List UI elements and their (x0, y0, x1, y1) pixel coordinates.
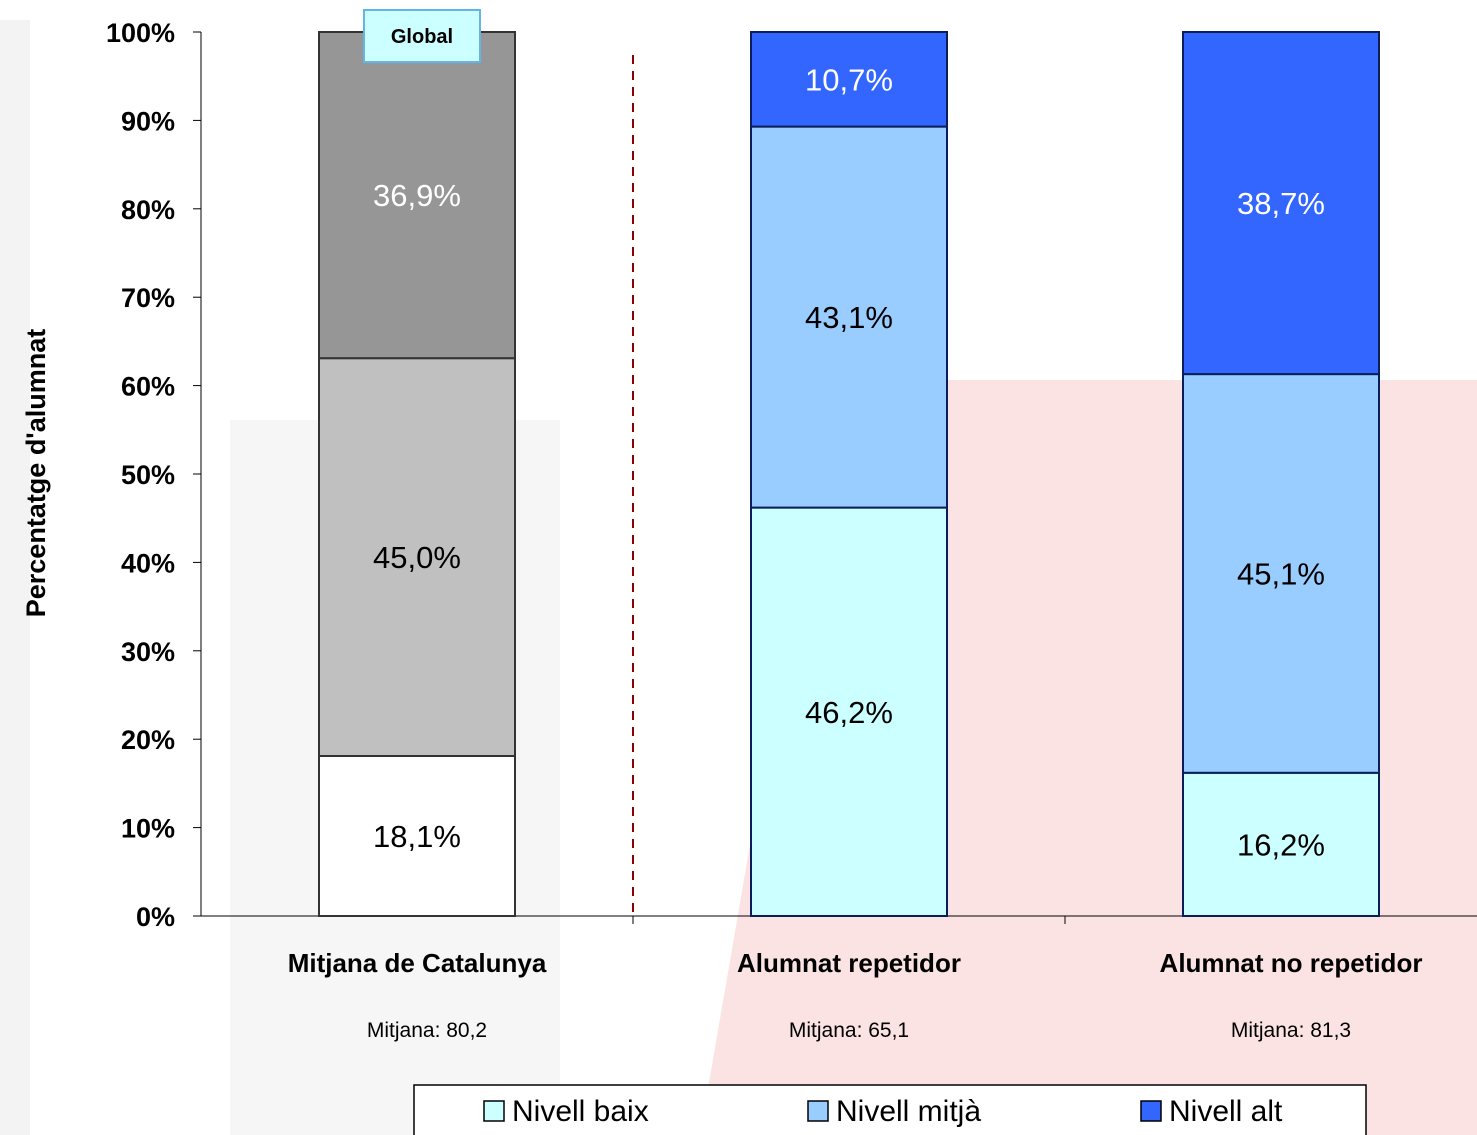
y-tick-label: 80% (121, 195, 175, 225)
y-tick-label: 50% (121, 460, 175, 490)
bar-segment (1182, 31, 1380, 376)
x-category-label: Mitjana de Catalunya (288, 948, 547, 978)
watermark-grey-strip (0, 20, 30, 1135)
bar-segment (750, 506, 948, 917)
data-label: 45,0% (373, 540, 461, 575)
data-label: 43,1% (805, 300, 893, 335)
x-category-label: Alumnat no repetidor (1160, 948, 1423, 978)
x-category-sublabel: Mitjana: 65,1 (789, 1019, 909, 1042)
chart-legend: Nivell baix Nivell mitjà Nivell alt (413, 1084, 1367, 1135)
data-label: 10,7% (805, 62, 893, 97)
legend-swatch (1140, 1100, 1162, 1122)
y-tick-label: 70% (121, 283, 175, 313)
bar-segment (750, 31, 948, 128)
legend-label: Nivell baix (512, 1095, 649, 1128)
bar-segment (318, 754, 516, 917)
chart-bars (318, 31, 1380, 917)
y-tick-label: 30% (121, 637, 175, 667)
data-label: 46,2% (805, 695, 893, 730)
chart-axes: 0% 10% 20% 30% 40% 50% 60% 70% 80% 90% 100% (106, 18, 1477, 932)
legend-swatch (483, 1100, 505, 1122)
bar-segment (1182, 771, 1380, 917)
bar-segment (750, 125, 948, 509)
y-tick-label: 100% (106, 18, 175, 48)
legend-box (413, 1084, 1367, 1135)
x-category-sublabel: Mitjana: 81,3 (1231, 1019, 1351, 1042)
y-tick-label: 10% (121, 814, 175, 844)
y-axis-label: Percentatge d'alumnat (21, 329, 51, 618)
legend-label: Nivell alt (1169, 1095, 1283, 1128)
legend-swatch (807, 1100, 829, 1122)
global-tag-text: Global (391, 26, 453, 48)
x-category-label: Alumnat repetidor (737, 948, 961, 978)
data-label: 45,1% (1237, 556, 1325, 591)
bar-segment (318, 31, 516, 360)
bar-segment (318, 357, 516, 757)
y-tick-label: 0% (136, 902, 175, 932)
x-category-sublabel: Mitjana: 80,2 (367, 1019, 487, 1042)
y-tick-label: 60% (121, 372, 175, 402)
y-tick-label: 20% (121, 725, 175, 755)
legend-label: Nivell mitjà (836, 1095, 981, 1128)
data-label: 36,9% (373, 178, 461, 213)
y-tick-label: 40% (121, 548, 175, 578)
bar-segment (1182, 373, 1380, 774)
global-tag-box (363, 9, 481, 63)
y-tick-label: 90% (121, 106, 175, 136)
chart-labels: 18,1% 45,0% 36,9% Mitjana de Catalunya Mitja… (288, 9, 1423, 1042)
data-label: 16,2% (1237, 827, 1325, 862)
data-label: 18,1% (373, 819, 461, 854)
data-label: 38,7% (1237, 186, 1325, 221)
